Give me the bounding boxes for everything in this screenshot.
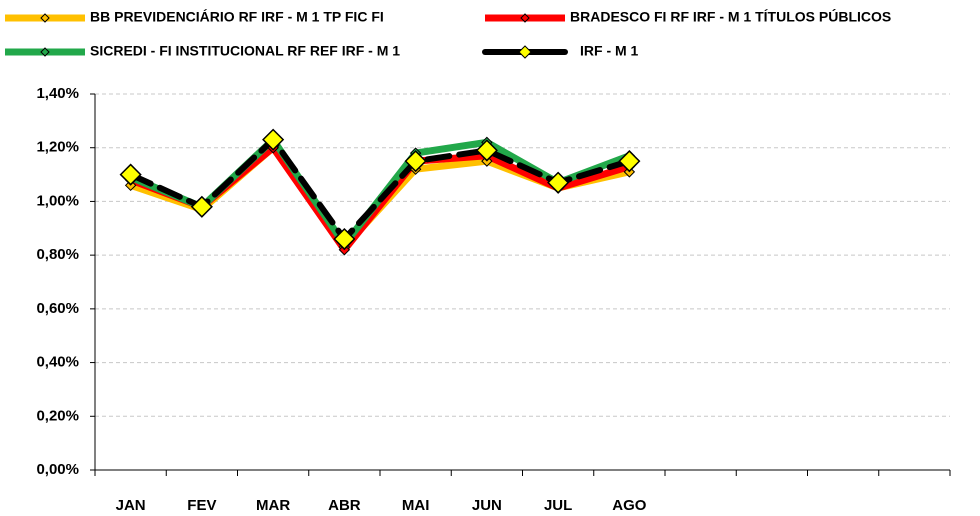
marker	[262, 128, 285, 151]
marker	[333, 227, 356, 251]
x-tick-label: ABR	[328, 497, 361, 514]
marker	[404, 150, 427, 173]
x-tick-label: JUL	[544, 497, 572, 514]
y-tick-label: 0,40%	[36, 354, 79, 371]
x-tick-label: MAI	[402, 497, 430, 514]
y-tick-label: 0,20%	[36, 407, 79, 424]
marker	[547, 171, 570, 194]
marker	[119, 163, 142, 186]
legend-label: IRF - M 1	[580, 43, 639, 59]
x-tick-label: JUN	[472, 497, 502, 514]
legend-label: SICREDI - FI INSTITUCIONAL RF REF IRF - …	[90, 43, 400, 59]
x-tick-label: MAR	[256, 497, 290, 514]
x-tick-label: AGO	[612, 497, 647, 514]
x-tick-label: JAN	[116, 497, 146, 514]
legend-marker	[518, 45, 532, 59]
legend-marker	[40, 47, 50, 57]
y-tick-label: 1,20%	[36, 139, 79, 156]
legend-marker	[40, 13, 50, 23]
marker	[475, 139, 498, 162]
marker	[618, 150, 641, 173]
legend-label: BRADESCO FI RF IRF - M 1 TÍTULOS PÚBLICO…	[570, 8, 891, 25]
y-tick-label: 1,40%	[36, 85, 79, 102]
series-line	[129, 136, 631, 248]
legend-label: BB PREVIDENCIÁRIO RF IRF - M 1 TP FIC FI	[90, 9, 384, 25]
legend: BB PREVIDENCIÁRIO RF IRF - M 1 TP FIC FI…	[5, 8, 891, 59]
series-line	[127, 135, 633, 244]
y-tick-label: 0,00%	[36, 461, 79, 478]
marker	[190, 195, 213, 218]
y-tick-label: 0,60%	[36, 300, 79, 317]
y-tick-label: 0,80%	[36, 246, 79, 263]
legend-marker	[520, 13, 530, 23]
x-tick-label: FEV	[187, 497, 216, 514]
y-tick-label: 1,00%	[36, 192, 79, 209]
